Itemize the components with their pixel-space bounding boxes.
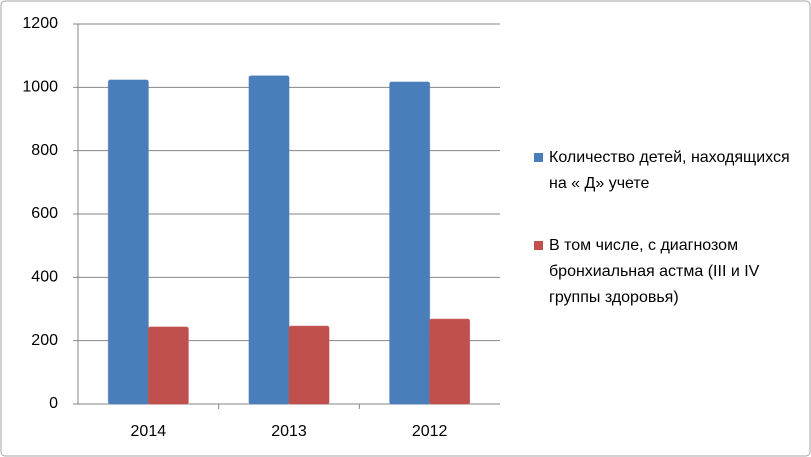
y-tick-label: 1000 — [22, 79, 58, 96]
x-tick-label: 2014 — [131, 423, 167, 440]
bar — [107, 79, 149, 405]
x-tick-label: 2013 — [271, 423, 307, 440]
y-tick-label: 200 — [31, 332, 58, 349]
legend-swatch — [534, 241, 543, 250]
y-tick-label: 800 — [31, 142, 58, 159]
bar — [248, 75, 290, 405]
y-tick-label: 0 — [49, 395, 58, 412]
bar — [147, 326, 189, 405]
legend-label: Количество детей, находящихся на « Д» уч… — [549, 149, 790, 192]
legend-swatch — [534, 153, 543, 162]
y-tick-label: 600 — [31, 205, 58, 222]
legend-label: В том числе, с диагнозом бронхиальная ас… — [549, 237, 760, 306]
y-tick-label: 1200 — [22, 15, 58, 32]
legend-item: В том числе, с диагнозом бронхиальная ас… — [534, 233, 794, 311]
bar — [429, 318, 471, 405]
bar — [389, 81, 431, 405]
x-tick-label: 2012 — [412, 423, 448, 440]
y-tick-label: 400 — [31, 269, 58, 286]
legend-item: Количество детей, находящихся на « Д» уч… — [534, 145, 794, 197]
bar — [288, 325, 330, 405]
